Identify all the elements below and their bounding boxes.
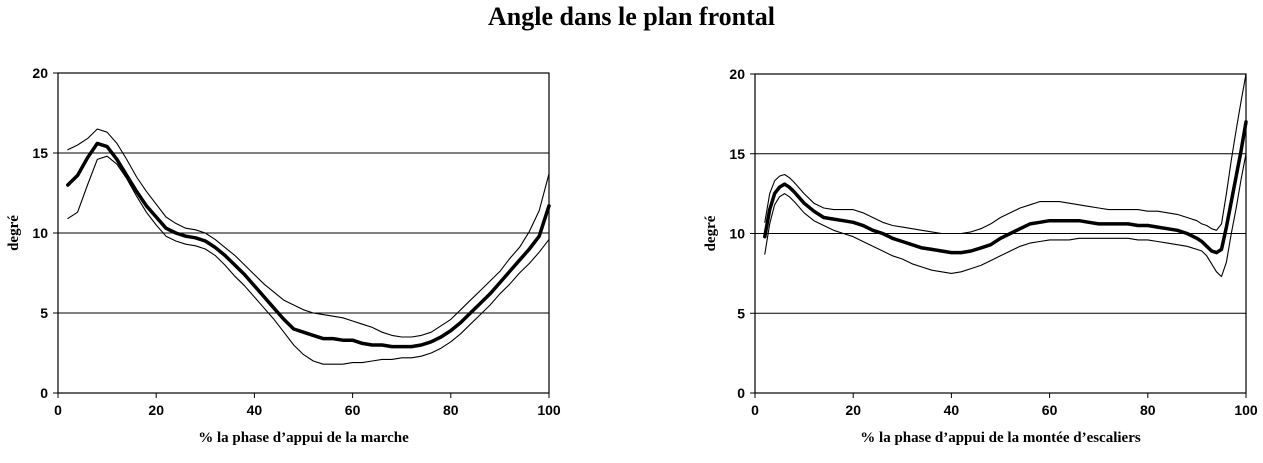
x-tick-label: 0 [751,402,759,418]
y-tick-label: 0 [40,385,48,401]
y-tick-label: 0 [737,385,745,401]
main-title: Angle dans le plan frontal [487,2,775,31]
x-tick-label: 0 [54,402,62,418]
series-line-upper [764,73,1247,235]
y-tick-label: 15 [32,145,48,161]
x-tick-label: 80 [1140,402,1156,418]
series-line-lower [764,153,1247,278]
x-tick-label: 40 [944,402,960,418]
y-tick-label: 10 [729,226,745,242]
y-axis-label: degré [703,215,719,251]
x-tick-label: 60 [345,402,361,418]
x-tick-label: 20 [148,402,164,418]
y-tick-label: 10 [32,225,48,241]
series-line-mean [66,141,551,349]
y-tick-label: 20 [729,66,745,82]
y-tick-label: 5 [40,305,48,321]
series-line-lower [67,155,550,365]
x-axis-label: % la phase d’appui de la marche [198,430,409,446]
series-line-mean [763,120,1248,255]
x-tick-label: 100 [537,402,561,418]
y-tick-label: 5 [737,305,745,321]
series-line-upper [67,128,550,338]
x-tick-label: 60 [1042,402,1058,418]
y-axis-label: degré [6,215,22,251]
y-tick-label: 15 [729,146,745,162]
x-tick-label: 100 [1234,402,1258,418]
x-tick-label: 40 [247,402,263,418]
x-axis-label: % la phase d’appui de la montée d’escali… [860,430,1141,446]
x-tick-label: 20 [845,402,861,418]
x-tick-label: 80 [443,402,459,418]
y-tick-label: 20 [32,65,48,81]
